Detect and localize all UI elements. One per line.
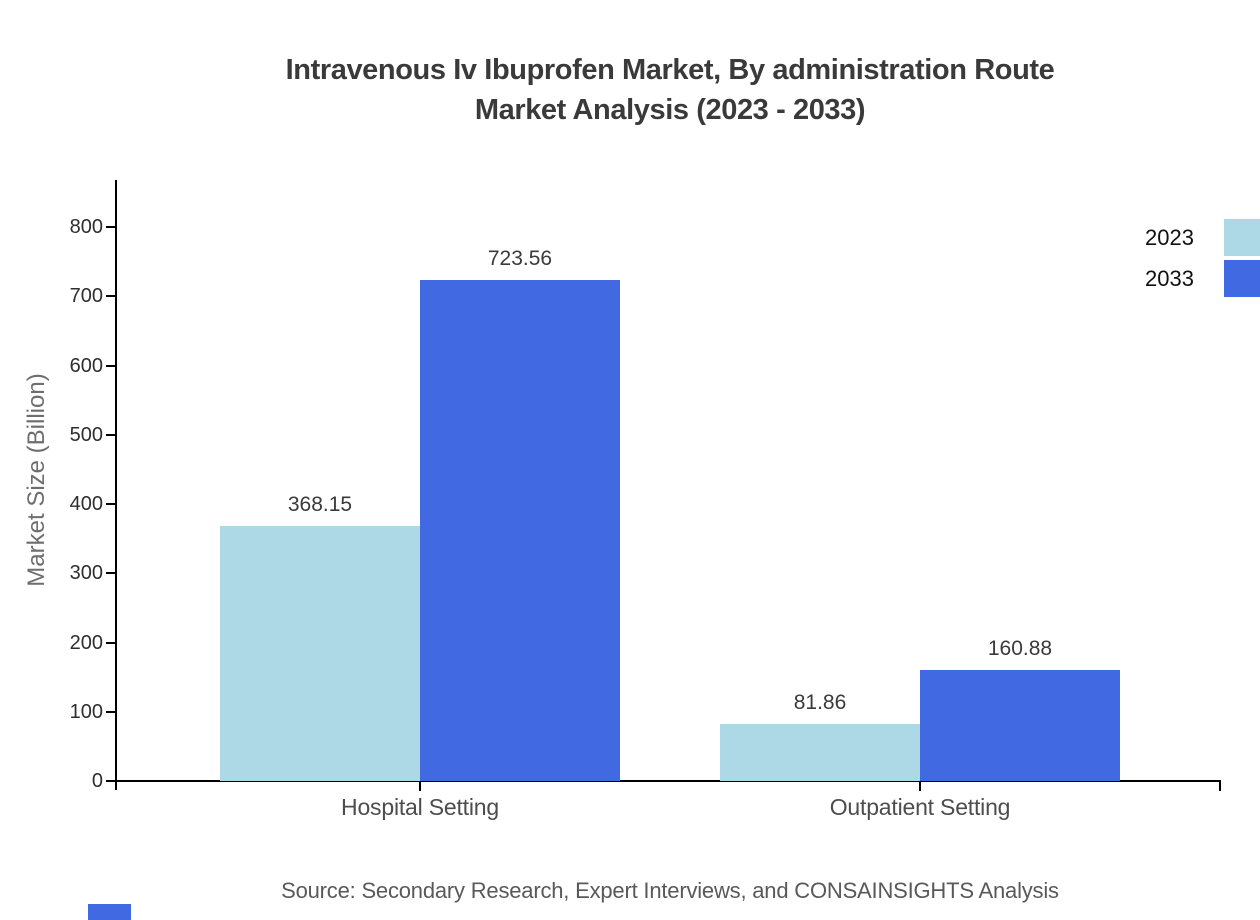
- y-tick-label-0: 0: [91, 770, 103, 792]
- x-axis-end-tick: [1219, 782, 1221, 791]
- category-label-hospital-setting: Hospital Setting: [341, 794, 499, 820]
- y-tick-label-600: 600: [69, 354, 103, 377]
- bar-value-2023-hospital-setting: 368.15: [287, 493, 353, 517]
- source-note: Source: Secondary Research, Expert Inter…: [281, 878, 1059, 903]
- legend-label-2033: 2033: [1145, 265, 1194, 291]
- y-tick-label-300: 300: [69, 562, 103, 585]
- x-axis-line: [113, 780, 1221, 782]
- y-tick-mark-700: [106, 295, 116, 298]
- bar-value-2033-outpatient-setting: 160.88: [987, 636, 1053, 660]
- brand-mark: [88, 904, 131, 920]
- y-axis-label: Market Size (Billion): [23, 373, 50, 587]
- legend-label-2023: 2023: [1145, 224, 1194, 250]
- y-tick-mark-100: [106, 710, 116, 713]
- bar-value-2023-outpatient-setting: 81.86: [793, 691, 847, 715]
- y-tick-mark-800: [106, 226, 116, 228]
- legend-item-2033: 2033: [1145, 260, 1260, 297]
- legend-swatch-2033: [1224, 260, 1260, 297]
- y-tick-mark-0: [106, 780, 116, 782]
- y-tick-label-700: 700: [69, 285, 103, 308]
- bar-2033-outpatient-setting: [920, 669, 1120, 781]
- bar-2023-hospital-setting: [220, 526, 420, 781]
- y-tick-label-500: 500: [69, 423, 103, 446]
- y-tick-mark-300: [106, 572, 116, 575]
- category-label-outpatient-setting: Outpatient Setting: [829, 794, 1011, 820]
- x-tick-mark-outpatient-setting: [919, 782, 921, 791]
- legend: 2023 2033: [1145, 219, 1260, 301]
- bar-value-2033-hospital-setting: 723.56: [487, 246, 553, 270]
- x-tick-mark-hospital-setting: [419, 782, 421, 791]
- y-tick-mark-400: [106, 503, 116, 505]
- chart-title-line-1: Intravenous Iv Ibuprofen Market, By admi…: [285, 54, 1055, 86]
- y-tick-label-800: 800: [69, 216, 103, 238]
- chart-title-line-2: Market Analysis (2023 - 2033): [474, 94, 866, 126]
- y-tick-mark-500: [106, 433, 116, 436]
- y-axis-line: [115, 180, 117, 790]
- legend-item-2023: 2023: [1145, 219, 1260, 256]
- legend-swatch-2023: [1224, 219, 1260, 256]
- bar-2033-hospital-setting: [420, 279, 620, 781]
- bar-2023-outpatient-setting: [720, 724, 920, 781]
- y-tick-label-400: 400: [69, 493, 103, 515]
- y-tick-mark-600: [106, 364, 116, 367]
- y-tick-label-100: 100: [69, 700, 103, 723]
- y-tick-mark-200: [106, 641, 116, 644]
- y-tick-label-200: 200: [69, 631, 103, 654]
- chart-title: Intravenous Iv Ibuprofen Market, By admi…: [80, 50, 1260, 130]
